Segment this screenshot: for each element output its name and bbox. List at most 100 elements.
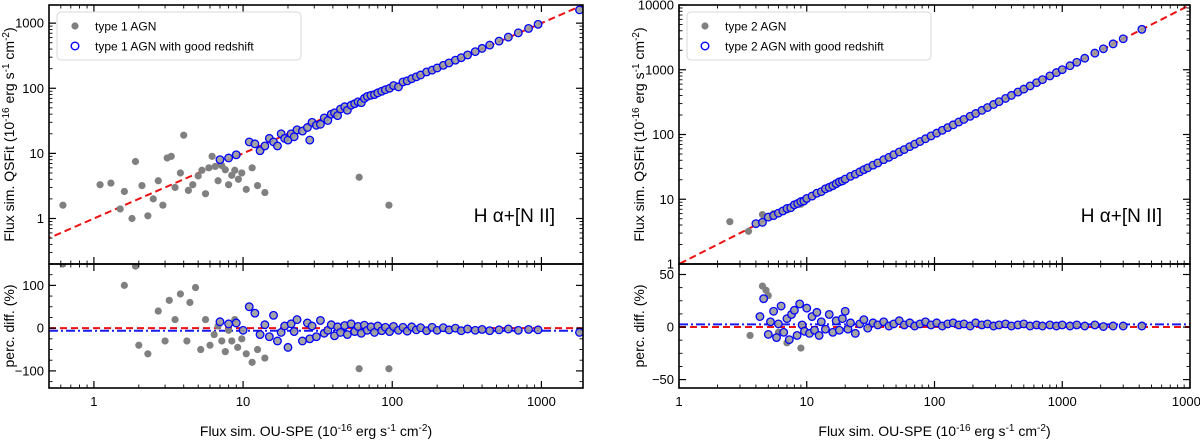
residual-good-z-6 (773, 319, 783, 329)
res-tick-label-100: 100 (22, 278, 44, 293)
point-good-z-58 (477, 43, 487, 53)
y-tick-label-1: 1 (667, 257, 674, 272)
residual-good-z-21 (812, 307, 822, 317)
point-good-z-21 (315, 119, 325, 129)
residual-good-z-35 (859, 315, 869, 325)
y-tick-label-10: 10 (30, 146, 44, 161)
residual-good-z-78 (1137, 321, 1147, 331)
res-tick-label-0: 0 (37, 321, 44, 336)
residual-good-z-13 (283, 342, 293, 352)
residual-agn-30 (385, 365, 393, 373)
chart-left: 1 10 100 1000 1 10 100 1000 −100 0 100 Flux sim. OU… (1, 4, 584, 439)
chart-right: 1 10 100 1000 10000 1 10 100 1000 10000 −50 0 50 Flux… (631, 0, 1200, 439)
residual-good-z-65 (533, 325, 543, 335)
residual-agn-28 (261, 354, 269, 362)
residual-good-z-66 (575, 327, 583, 337)
residual-good-z-75 (1098, 322, 1108, 331)
residual-good-z-10 (273, 336, 282, 346)
residual-agn-4 (144, 350, 152, 358)
point-agn-0 (59, 201, 67, 209)
x-tick-label-1: 1 (90, 394, 97, 409)
residual-good-z-72 (1072, 320, 1082, 330)
point-agn-17 (184, 186, 193, 195)
residual-good-z-23 (816, 317, 826, 327)
point-good-z-6 (260, 141, 270, 151)
y-tick-label-100: 100 (652, 127, 674, 142)
residual-agn-20 (225, 326, 233, 334)
y-tick-label-10000: 10000 (638, 0, 674, 13)
residual-agn-12 (191, 283, 200, 292)
legend: type 2 AGN type 2 AGN with good redshift (686, 11, 932, 61)
bottom-panel-frame (48, 263, 584, 389)
point-good-z-2 (231, 150, 241, 160)
point-agn-23 (208, 152, 216, 160)
bottom-plot-area-right (679, 282, 1190, 352)
point-agn-4 (120, 187, 128, 196)
residual-good-z-4 (244, 302, 254, 312)
residual-good-z-36 (863, 323, 873, 333)
point-agn-10 (154, 177, 162, 185)
point-agn-19 (194, 172, 202, 180)
top-plot-area-left (49, 5, 583, 240)
legend-marker-grey (71, 22, 79, 30)
point-agn-22 (205, 164, 213, 172)
residual-good-z-8 (264, 332, 274, 342)
residual-good-z-16 (292, 315, 302, 325)
point-good-z-56 (463, 50, 473, 60)
point-agn-7 (138, 181, 146, 190)
residual-agn-21 (228, 337, 236, 345)
point-agn-14 (171, 183, 179, 192)
point-agn-27 (221, 166, 229, 174)
point-agn-30 (231, 166, 239, 174)
residual-agn-6 (797, 344, 805, 352)
point-agn-16 (180, 131, 188, 139)
residual-good-z-17 (802, 303, 812, 313)
residual-agn-9 (176, 290, 184, 298)
point-agn-6 (131, 157, 140, 166)
x-tick-label-10000: 10000 (1172, 394, 1200, 409)
point-agn-33 (242, 185, 250, 193)
point-agn-36 (261, 188, 269, 197)
residual-good-z-12 (789, 305, 799, 315)
x-tick-label-10: 10 (236, 394, 250, 409)
residual-agn-14 (201, 315, 210, 324)
residual-good-z-2 (231, 318, 241, 328)
point-good-z-60 (494, 36, 504, 46)
legend-label-0: type 2 AGN (725, 20, 786, 34)
point-good-z-65 (1090, 48, 1100, 58)
point-agn-37 (355, 173, 363, 181)
residual-agn-8 (171, 315, 179, 324)
residual-agn-23 (234, 343, 242, 351)
point-agn-28 (225, 181, 233, 189)
legend-label-1: type 1 AGN with good redshift (95, 40, 254, 54)
point-good-z-0 (215, 155, 225, 165)
residual-good-z-59 (477, 324, 487, 334)
residual-agn-5 (154, 307, 162, 315)
residual-good-z-29 (837, 314, 847, 324)
residual-good-z-22 (315, 315, 325, 325)
residual-good-z-57 (463, 324, 473, 334)
point-agn-21 (201, 190, 210, 198)
point-good-z-58 (1038, 75, 1047, 85)
point-agn-3 (116, 205, 124, 213)
bottom-plot-area-left (49, 264, 583, 373)
residual-good-z-73 (1080, 321, 1090, 331)
residual-agn-29 (355, 365, 363, 373)
residual-agn-1 (120, 281, 128, 289)
residual-good-z-7 (776, 301, 786, 311)
res-tick-label-−100: −100 (15, 363, 44, 378)
residual-agn-18 (218, 337, 226, 345)
residual-good-z-9 (269, 310, 278, 320)
residual-good-z-30 (342, 330, 352, 340)
residual-good-z-60 (485, 326, 495, 336)
point-agn-15 (176, 169, 184, 177)
point-agn-1 (96, 181, 104, 189)
residual-agn-25 (242, 350, 250, 358)
top-plot-area-right (679, 5, 1190, 264)
point-good-z-4 (250, 139, 260, 149)
residual-good-z-33 (850, 328, 860, 338)
res-tick-label-0: 0 (667, 320, 674, 335)
point-good-z-69 (1137, 24, 1147, 34)
residual-good-z-64 (524, 324, 534, 334)
residual-agn-6 (161, 337, 169, 345)
